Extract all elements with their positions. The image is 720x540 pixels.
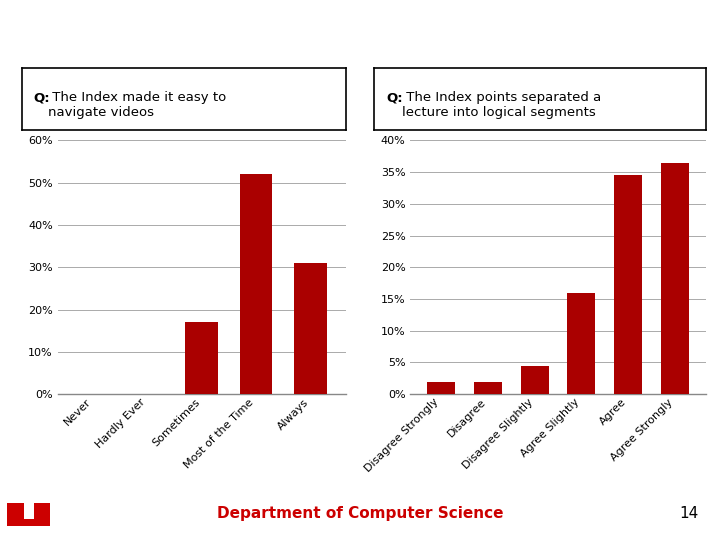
Bar bbox=[294, 263, 327, 394]
Bar bbox=[661, 163, 689, 394]
Text: Student response: Indexing: Student response: Indexing bbox=[132, 15, 588, 42]
Bar bbox=[427, 381, 455, 394]
Bar bbox=[521, 366, 549, 394]
Text: The Index points separated a
lecture into logical segments: The Index points separated a lecture int… bbox=[402, 91, 601, 119]
Bar bbox=[34, 503, 50, 526]
Text: Q:: Q: bbox=[386, 91, 402, 104]
Bar bbox=[185, 322, 218, 394]
Bar bbox=[567, 293, 595, 394]
Text: Department of Computer Science: Department of Computer Science bbox=[217, 506, 503, 521]
Bar bbox=[614, 176, 642, 394]
Bar bbox=[240, 174, 272, 394]
Bar bbox=[474, 381, 502, 394]
Bar bbox=[7, 519, 50, 526]
Bar bbox=[7, 503, 24, 526]
Text: Q:: Q: bbox=[33, 91, 50, 104]
Text: 14: 14 bbox=[679, 506, 698, 521]
Text: The Index made it easy to
navigate videos: The Index made it easy to navigate video… bbox=[48, 91, 227, 119]
